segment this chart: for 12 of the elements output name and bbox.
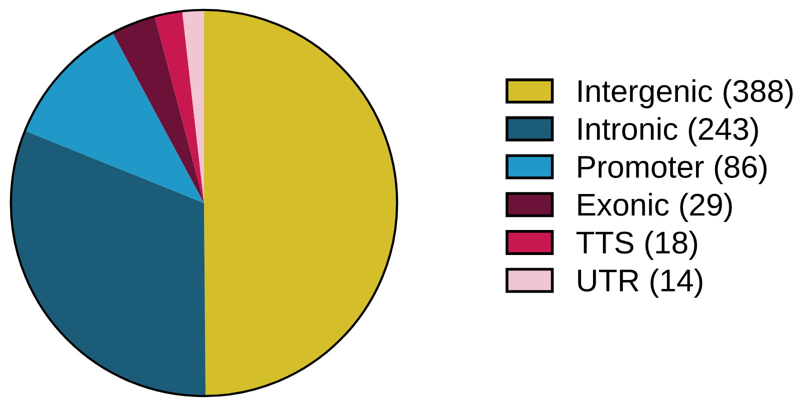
legend-label: Promoter (86) [578, 154, 767, 184]
pie-slice [112, 16, 204, 203]
pie-slice [182, 10, 204, 203]
pie-slice [154, 11, 204, 203]
pie-slice [10, 130, 206, 396]
legend-label: Intergenic (388) [578, 79, 793, 108]
legend-label: Exonic (29) [578, 192, 732, 222]
legend-label: TTS (18) [576, 230, 698, 260]
pie-slice [24, 32, 204, 203]
legend-label: Intronic (243) [578, 117, 758, 146]
legend-label: UTR (14) [578, 268, 702, 298]
pie-slice [204, 10, 398, 396]
